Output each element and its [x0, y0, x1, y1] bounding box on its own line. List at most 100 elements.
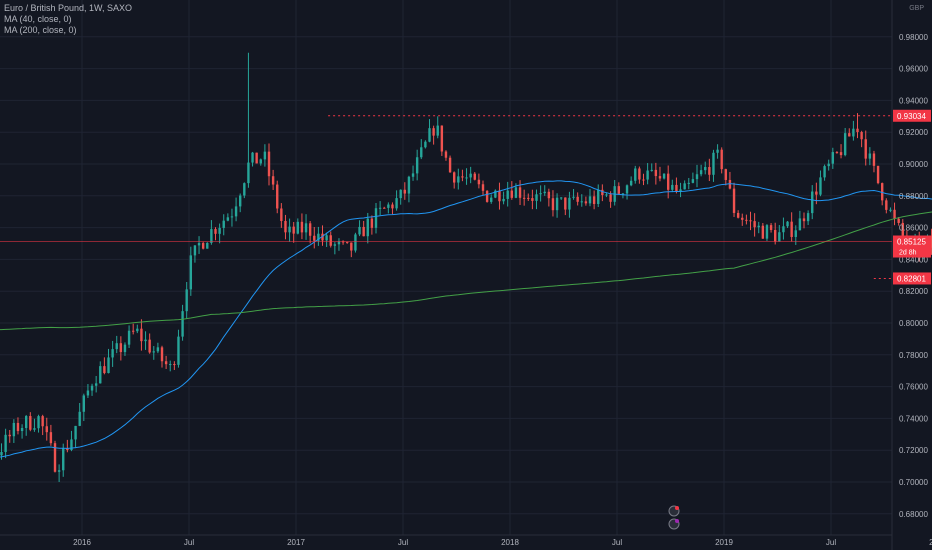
- candle-body: [136, 328, 139, 332]
- candle-body: [679, 189, 682, 192]
- candle-body: [362, 226, 365, 237]
- candle-body: [848, 133, 851, 137]
- candle-body: [140, 328, 143, 342]
- candle-body: [712, 152, 715, 175]
- candle-body: [8, 434, 11, 437]
- candle-body: [650, 169, 653, 171]
- level-price-badge[interactable]: [893, 272, 931, 285]
- candle-body: [469, 173, 472, 178]
- candle-body: [370, 218, 374, 228]
- symbol-title[interactable]: Euro / British Pound, 1W, SAXO: [4, 3, 133, 13]
- candle-body: [625, 185, 629, 194]
- candle-body: [387, 204, 390, 208]
- candle-body: [860, 132, 863, 140]
- candle-body: [115, 343, 118, 350]
- candle-body: [86, 390, 90, 396]
- time-tick-label: Jul: [826, 538, 836, 547]
- price-tick-label: 0.74000: [899, 414, 928, 423]
- indicator-ma40[interactable]: MA (40, close, 0): [4, 14, 72, 24]
- candle-body: [893, 209, 896, 219]
- candle-body: [736, 212, 740, 218]
- candle-body: [749, 220, 752, 222]
- candle-body: [0, 452, 3, 456]
- candle-body: [20, 427, 24, 432]
- candle-body: [741, 217, 744, 220]
- candle-body: [761, 225, 765, 239]
- candle-body: [802, 218, 806, 222]
- candle-body: [94, 383, 98, 386]
- candle-body: [646, 170, 649, 180]
- candle-body: [498, 190, 501, 202]
- indicator-ma200[interactable]: MA (200, close, 0): [4, 25, 77, 35]
- candle-body: [522, 197, 526, 199]
- price-tick-label: 0.86000: [899, 224, 928, 233]
- candle-body: [99, 366, 102, 384]
- candle-body: [856, 128, 859, 133]
- candle-body: [214, 229, 217, 234]
- candle-body: [16, 422, 20, 432]
- candle-body: [33, 428, 36, 430]
- candle-body: [12, 422, 16, 437]
- candle-body: [531, 198, 534, 201]
- candle-body: [90, 385, 94, 391]
- candle-body: [144, 339, 147, 342]
- candle-body: [477, 179, 481, 185]
- candle-body: [24, 416, 28, 428]
- candle-body: [724, 169, 728, 180]
- candle-body: [461, 176, 464, 178]
- candle-body: [699, 170, 703, 175]
- candle-body: [247, 162, 250, 184]
- ma200-line: [0, 211, 932, 331]
- candle-body: [448, 157, 452, 173]
- candle-body: [354, 234, 357, 251]
- candle-body: [259, 159, 262, 164]
- candle-body: [572, 196, 575, 198]
- ma40-line: [0, 180, 932, 458]
- candle-body: [564, 197, 567, 210]
- candle-body: [576, 196, 579, 202]
- candle-body: [683, 183, 686, 190]
- candle-body: [210, 229, 213, 243]
- level-price-label: 0.82801: [897, 274, 926, 283]
- candle-body: [325, 235, 328, 241]
- candle-body: [222, 220, 225, 228]
- candle-body: [74, 425, 77, 440]
- candle-body: [514, 187, 518, 198]
- candle-body: [535, 194, 538, 201]
- candle-body: [304, 223, 308, 233]
- candle-body: [790, 221, 793, 237]
- candle-body: [708, 167, 711, 175]
- candle-body: [823, 166, 826, 178]
- candle-body: [111, 349, 114, 358]
- candle-body: [267, 151, 271, 177]
- candle-body: [584, 201, 588, 204]
- candle-body: [901, 222, 904, 236]
- event-badge-icon: [675, 519, 679, 523]
- candle-body: [395, 198, 398, 209]
- candle-body: [662, 173, 666, 179]
- candle-body: [728, 179, 732, 189]
- level-price-badge[interactable]: [893, 109, 931, 122]
- candle-body: [444, 151, 448, 158]
- candle-body: [374, 208, 378, 228]
- candle-body: [428, 128, 431, 142]
- candle-body: [452, 172, 456, 183]
- candle-body: [234, 206, 238, 217]
- candle-body: [638, 168, 641, 180]
- candle-body: [78, 411, 81, 426]
- price-tick-label: 0.80000: [899, 319, 928, 328]
- candle-body: [704, 167, 707, 171]
- price-tick-label: 0.94000: [899, 96, 928, 105]
- candle-body: [358, 226, 361, 235]
- candle-body: [131, 330, 135, 332]
- price-tick-label: 0.88000: [899, 192, 928, 201]
- candle-body: [177, 336, 180, 365]
- candle-body: [383, 207, 386, 209]
- candle-body: [243, 183, 246, 196]
- candle-body: [308, 223, 312, 236]
- candle-body: [605, 194, 608, 196]
- price-tick-label: 0.72000: [899, 446, 928, 455]
- price-tick-label: 0.92000: [899, 128, 928, 137]
